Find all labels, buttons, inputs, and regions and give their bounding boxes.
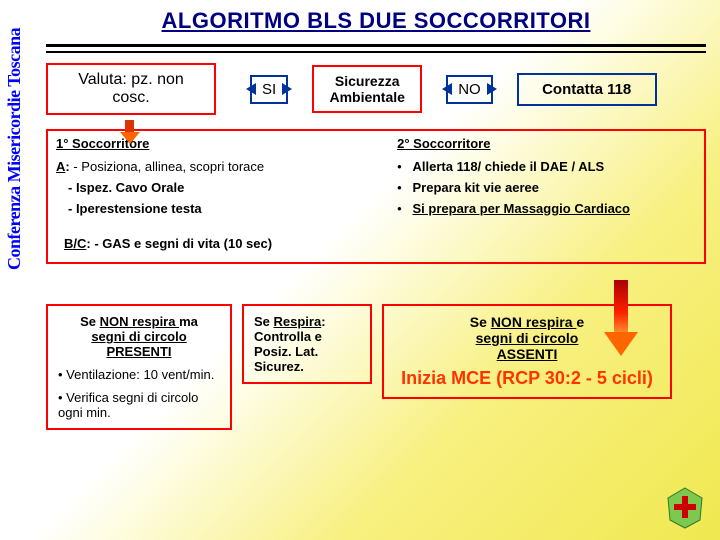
left-row-2: - Iperestensione testa	[68, 201, 202, 216]
no-label: NO	[446, 75, 493, 104]
right-row-1: Prepara kit vie aeree	[413, 180, 539, 195]
right-header: 2° Soccorritore	[397, 136, 490, 151]
top-flow-row: Valuta: pz. non cosc. SI Sicurezza Ambie…	[46, 63, 706, 115]
col-nonrespira-presenti: Se NON respira ma segni di circolo PRESE…	[46, 304, 232, 430]
main-steps-box: 1° Soccorritore 2° Soccorritore A: - Pos…	[46, 129, 706, 264]
logo-icon	[662, 484, 708, 530]
down-arrow-icon	[120, 120, 140, 146]
left-row-1: - Ispez. Cavo Orale	[68, 180, 184, 195]
bc-box: B/C: - GAS e segni di vita (10 sec)	[56, 230, 280, 257]
divider	[46, 51, 706, 53]
slide-content: ALGORITMO BLS DUE SOCCORRITORI Valuta: p…	[0, 0, 720, 438]
si-label: SI	[250, 75, 288, 104]
col1-b1: • Ventilazione: 10 vent/min.	[58, 367, 220, 382]
action-mce: Inizia MCE (RCP 30:2 - 5 cicli)	[394, 368, 660, 389]
contatta-box: Contatta 118	[517, 73, 657, 106]
valuta-box: Valuta: pz. non cosc.	[46, 63, 216, 115]
right-row-0: Allerta 118/ chiede il DAE / ALS	[413, 159, 605, 174]
big-down-arrow-icon	[604, 280, 638, 360]
col-respira: Se Respira: Controlla e Posiz. Lat. Sicu…	[242, 304, 372, 384]
sicurezza-box: Sicurezza Ambientale	[312, 65, 422, 113]
right-row-2: Si prepara per Massaggio Cardiaco	[413, 201, 630, 216]
col1-b2: • Verifica segni di circolo ogni min.	[58, 390, 220, 420]
divider	[46, 44, 706, 47]
col2-body: Controlla e Posiz. Lat. Sicurez.	[254, 329, 322, 374]
page-title: ALGORITMO BLS DUE SOCCORRITORI	[46, 8, 706, 34]
